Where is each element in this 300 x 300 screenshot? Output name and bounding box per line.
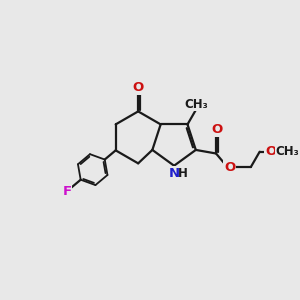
Text: O: O bbox=[212, 123, 223, 136]
Text: O: O bbox=[265, 145, 276, 158]
Text: O: O bbox=[133, 81, 144, 94]
Text: H: H bbox=[178, 167, 188, 180]
Text: O: O bbox=[224, 160, 235, 173]
Text: F: F bbox=[63, 184, 72, 198]
Text: CH₃: CH₃ bbox=[276, 145, 299, 158]
Text: CH₃: CH₃ bbox=[185, 98, 208, 111]
Text: N: N bbox=[169, 167, 180, 180]
